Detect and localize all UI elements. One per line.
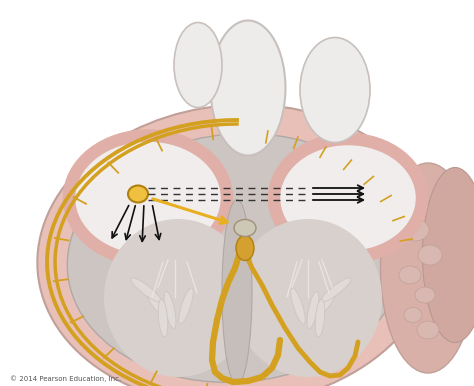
Ellipse shape — [164, 291, 176, 328]
Ellipse shape — [399, 266, 421, 284]
Ellipse shape — [418, 245, 442, 265]
Ellipse shape — [279, 143, 417, 253]
Ellipse shape — [315, 299, 325, 337]
Ellipse shape — [74, 141, 222, 256]
Ellipse shape — [174, 22, 222, 107]
Ellipse shape — [300, 37, 370, 142]
Ellipse shape — [210, 20, 285, 156]
Ellipse shape — [314, 287, 337, 319]
Ellipse shape — [222, 200, 252, 384]
Ellipse shape — [158, 299, 168, 337]
Ellipse shape — [422, 168, 474, 342]
Ellipse shape — [128, 186, 148, 203]
Ellipse shape — [179, 288, 193, 324]
Text: © 2014 Pearson Education, Inc.: © 2014 Pearson Education, Inc. — [10, 375, 121, 382]
Ellipse shape — [234, 220, 256, 237]
Ellipse shape — [381, 163, 474, 373]
Ellipse shape — [417, 321, 439, 339]
Ellipse shape — [291, 288, 305, 324]
Ellipse shape — [37, 105, 437, 386]
Ellipse shape — [401, 219, 429, 241]
Ellipse shape — [234, 219, 382, 377]
Ellipse shape — [321, 278, 351, 302]
Ellipse shape — [104, 219, 252, 377]
Ellipse shape — [415, 287, 435, 303]
Ellipse shape — [236, 235, 254, 261]
Ellipse shape — [67, 134, 407, 383]
Ellipse shape — [307, 291, 319, 328]
Ellipse shape — [404, 308, 422, 322]
Ellipse shape — [145, 287, 167, 319]
Ellipse shape — [131, 278, 161, 302]
